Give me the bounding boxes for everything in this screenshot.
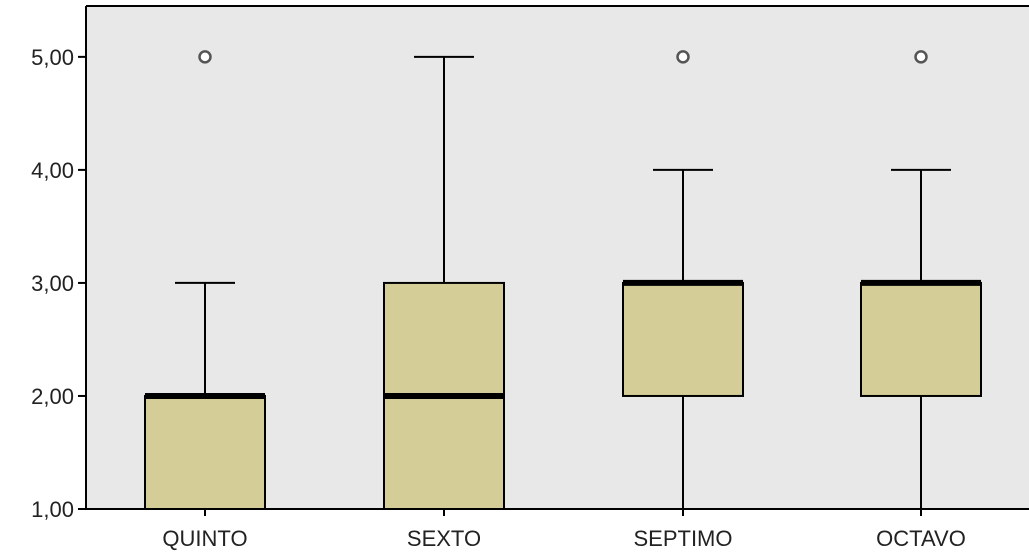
boxes-group — [144, 50, 982, 510]
box-iqr — [144, 394, 266, 510]
box-iqr — [622, 281, 744, 397]
x-category-label: QUINTO — [162, 526, 247, 551]
axes-group — [85, 5, 1029, 510]
x-category-label: SEXTO — [407, 526, 481, 551]
box-octavo — [860, 50, 982, 509]
y-tick-label: 2,00 — [31, 384, 74, 409]
x-category-label: OCTAVO — [876, 526, 966, 551]
outlier-point — [676, 50, 690, 64]
box-iqr — [860, 281, 982, 397]
outlier-point — [198, 50, 212, 64]
x-category-group: QUINTO SEXTO SEPTIMO OCTAVO — [162, 509, 966, 551]
outlier-point — [914, 50, 928, 64]
box-septimo — [622, 50, 744, 509]
y-tick-label: 3,00 — [31, 271, 74, 296]
box-sexto — [383, 55, 505, 510]
box-quinto — [144, 50, 266, 510]
y-tick-label: 1,00 — [31, 497, 74, 522]
x-category-label: SEPTIMO — [633, 526, 732, 551]
y-tick-label: 4,00 — [31, 158, 74, 183]
y-tick-label: 5,00 — [31, 45, 74, 70]
y-tick-group: 1,00 2,00 3,00 4,00 5,00 — [31, 45, 86, 522]
